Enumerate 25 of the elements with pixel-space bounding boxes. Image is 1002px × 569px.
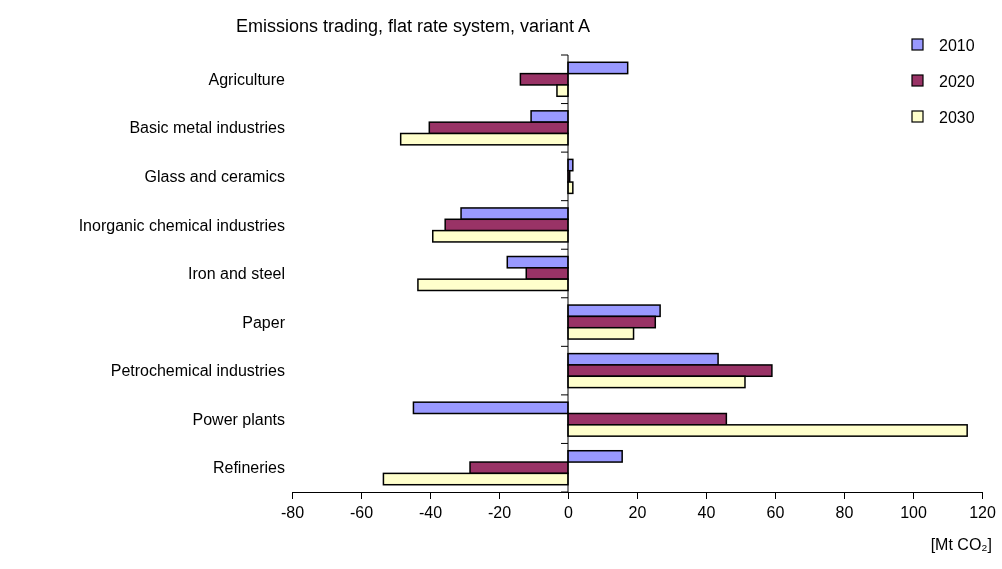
legend-label: 2020 bbox=[939, 72, 975, 90]
x-axis-title: [Mt CO₂] bbox=[930, 536, 992, 553]
x-tick-label: 80 bbox=[835, 504, 854, 522]
x-tick-label: -20 bbox=[487, 504, 512, 522]
legend-label: 2010 bbox=[939, 36, 975, 54]
y-tick-label: Agriculture bbox=[208, 70, 286, 88]
y-tick-label: Paper bbox=[242, 313, 286, 331]
chart-title: Emissions trading, flat rate system, variant A bbox=[235, 16, 591, 36]
x-tick-label: 20 bbox=[628, 504, 647, 522]
y-tick-label: Inorganic chemical industries bbox=[78, 216, 285, 234]
y-tick-label: Iron and steel bbox=[188, 265, 285, 283]
y-tick-label: Refineries bbox=[212, 459, 285, 477]
x-tick-label: 0 bbox=[564, 504, 574, 522]
x-tick-label: 40 bbox=[697, 504, 716, 522]
x-tick-label: 100 bbox=[900, 504, 927, 522]
y-tick-label: Petrochemical industries bbox=[110, 362, 285, 380]
y-tick-label: Power plants bbox=[192, 410, 285, 428]
x-tick-label: -60 bbox=[349, 504, 374, 522]
x-tick-label: -40 bbox=[418, 504, 443, 522]
x-tick-label: 60 bbox=[766, 504, 785, 522]
y-tick-label: Basic metal industries bbox=[129, 119, 285, 137]
legend-label: 2030 bbox=[939, 108, 975, 126]
y-tick-label: Glass and ceramics bbox=[144, 167, 285, 185]
x-tick-label: -80 bbox=[280, 504, 305, 522]
x-tick-label: 120 bbox=[969, 504, 996, 522]
